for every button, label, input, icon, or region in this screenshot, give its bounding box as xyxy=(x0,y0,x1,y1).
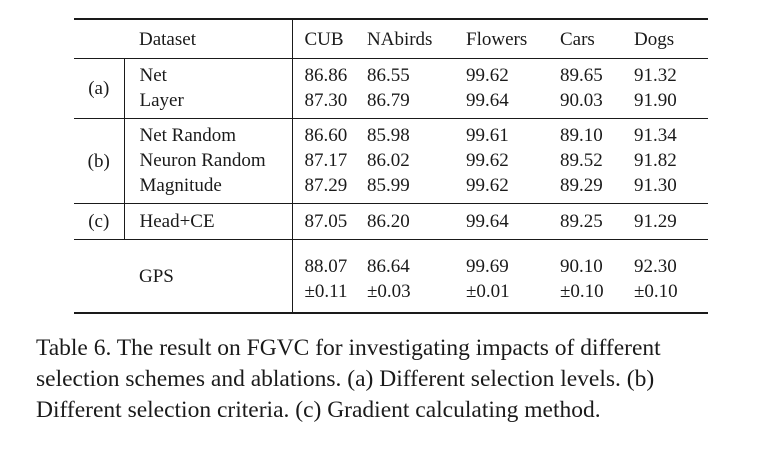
value-flowers: 99.62 xyxy=(466,150,509,171)
gps-mean-cars: 90.10 xyxy=(560,256,603,277)
value-cars: 90.03 xyxy=(560,90,603,111)
gps-group-cell xyxy=(74,239,124,314)
value-cars: 89.65 xyxy=(560,65,603,86)
value-cub: 87.29 xyxy=(291,173,367,204)
header-dogs: Dogs xyxy=(634,29,675,50)
method-name: Neuron Random xyxy=(123,148,292,173)
value-nabirds: 86.20 xyxy=(367,211,410,232)
value-dogs: 91.82 xyxy=(634,150,677,171)
header-flowers: Flowers xyxy=(466,29,528,50)
gps-std-cars: ±0.10 xyxy=(560,279,634,314)
table-row: (a) Net 86.86 86.55 99.62 89.65 91.32 xyxy=(74,58,708,99)
gps-std-flowers: ±0.01 xyxy=(466,279,560,314)
gps-std-cub: ±0.11 xyxy=(291,279,367,314)
gps-mean-dogs: 92.30 xyxy=(634,256,677,277)
method-name: Head+CE xyxy=(123,203,292,240)
gps-row: GPS 88.07 86.64 99.69 90.10 92.30 xyxy=(74,239,708,314)
group-label-a: (a) xyxy=(88,78,110,99)
table-row: Neuron Random 87.17 86.02 99.62 89.52 91… xyxy=(74,148,708,173)
caption-line: Different selection criteria. (c) Gradie… xyxy=(36,397,601,423)
gps-mean-cub: 88.07 xyxy=(291,239,367,279)
header-row: Dataset CUB NAbirds Flowers Cars Dogs xyxy=(74,19,708,59)
value-dogs: 91.90 xyxy=(634,90,677,111)
value-cars: 89.25 xyxy=(560,211,603,232)
value-dogs: 91.32 xyxy=(634,65,677,86)
value-nabirds: 86.55 xyxy=(367,65,410,86)
value-cars: 89.10 xyxy=(560,125,603,146)
value-flowers: 99.62 xyxy=(466,175,509,196)
header-nabirds: NAbirds xyxy=(367,29,433,50)
caption-line: selection schemes and ablations. (a) Dif… xyxy=(36,366,655,392)
value-flowers: 99.64 xyxy=(466,90,509,111)
group-label-b: (b) xyxy=(87,150,110,172)
value-nabirds: 85.98 xyxy=(367,125,410,146)
value-cub: 87.05 xyxy=(291,203,367,240)
table-row: Layer 87.30 86.79 99.64 90.03 91.90 xyxy=(74,88,708,119)
method-name: Layer xyxy=(123,88,292,119)
header-cars: Cars xyxy=(560,29,595,50)
group-label-c: (c) xyxy=(88,211,110,232)
table-caption: Table 6. The result on FGVC for investig… xyxy=(36,333,748,426)
gps-mean-flowers: 99.69 xyxy=(466,256,509,277)
value-cars: 89.52 xyxy=(560,150,603,171)
value-flowers: 99.62 xyxy=(466,65,509,86)
gps-std-nabirds: ±0.03 xyxy=(367,279,466,314)
method-name: Net Random xyxy=(123,118,292,148)
method-name-gps: GPS xyxy=(124,239,292,314)
value-cub: 87.30 xyxy=(291,88,367,119)
gps-std-row: ±0.11 ±0.03 ±0.01 ±0.10 ±0.10 xyxy=(74,279,708,314)
value-cub: 86.86 xyxy=(291,58,367,88)
gps-std-dogs: ±0.10 xyxy=(634,279,708,314)
table-row: Magnitude 87.29 85.99 99.62 89.29 91.30 xyxy=(74,173,708,204)
value-nabirds: 86.02 xyxy=(367,150,410,171)
value-dogs: 91.30 xyxy=(634,175,677,196)
gps-mean-nabirds: 86.64 xyxy=(367,256,410,277)
value-dogs: 91.34 xyxy=(634,125,677,146)
table-row: (c) Head+CE 87.05 86.20 99.64 89.25 91.2… xyxy=(74,203,708,240)
table-row: (b) Net Random 86.60 85.98 99.61 89.10 9… xyxy=(74,118,708,172)
method-name: Magnitude xyxy=(123,173,292,204)
method-name: Net xyxy=(123,58,292,88)
value-flowers: 99.64 xyxy=(466,211,509,232)
value-dogs: 91.29 xyxy=(634,211,677,232)
caption-line: Table 6. The result on FGVC for investig… xyxy=(36,335,661,361)
results-table: Dataset CUB NAbirds Flowers Cars Dogs (a… xyxy=(74,18,708,314)
value-cub: 86.60 xyxy=(291,118,367,148)
value-cars: 89.29 xyxy=(560,175,603,196)
value-nabirds: 86.79 xyxy=(367,90,410,111)
results-table-container: Dataset CUB NAbirds Flowers Cars Dogs (a… xyxy=(74,18,708,314)
group-header-cell xyxy=(74,19,124,59)
value-nabirds: 85.99 xyxy=(367,175,410,196)
header-dataset: Dataset xyxy=(139,29,196,50)
header-cub: CUB xyxy=(291,19,367,59)
value-cub: 87.17 xyxy=(291,148,367,173)
value-flowers: 99.61 xyxy=(466,125,509,146)
